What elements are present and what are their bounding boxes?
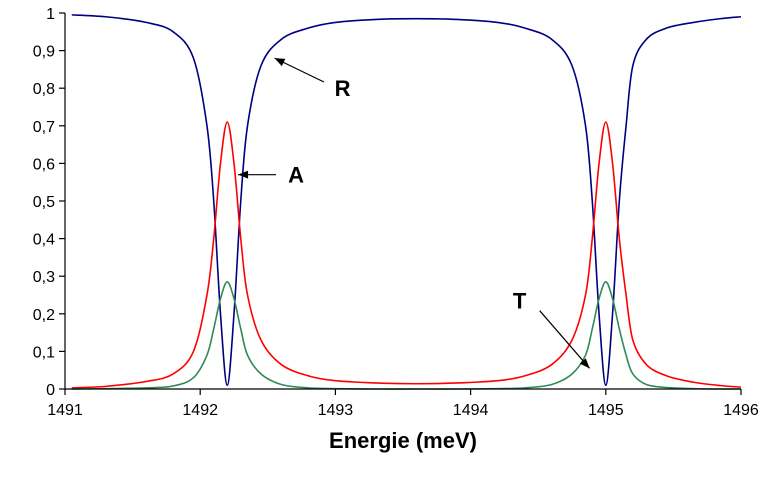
y-tick-label: 0,1 [33,344,55,361]
y-tick-label: 0,7 [33,119,55,136]
annotation-label-a: A [288,163,304,188]
y-tick-label: 0,2 [33,307,55,324]
y-tick-label: 0,4 [33,232,55,249]
y-tick-label: 1 [46,6,55,23]
annotation-arrowhead-t [579,358,590,369]
axes-layer: 0 0,1 0,2 0,3 0,4 0,5 0,6 0,7 0,8 0,9 1 1491 1492 149… [33,6,759,419]
x-tick-label: 1493 [318,402,354,419]
y-tick-label: 0,9 [33,44,55,61]
y-tick-label: 0,8 [33,81,55,98]
series-line-a [71,121,742,389]
x-tick-label: 1495 [588,402,624,419]
y-tick-label: 0,5 [33,194,55,211]
annotation-arrow-t [539,310,591,369]
x-tick-label: 1496 [723,402,759,419]
series-line-t [71,281,742,390]
annotation-arrowhead-r [274,58,286,67]
x-axis-title: Energie (meV) [329,428,477,453]
series-line-r [71,14,742,387]
y-tick-label: 0,6 [33,156,55,173]
curves-layer [71,14,742,390]
x-tick-label: 1491 [47,402,83,419]
annotation-label-t: T [513,288,527,313]
annotations-layer: R A T [238,57,591,369]
y-tick-label: 0 [46,382,55,399]
y-tick-label: 0,3 [33,269,55,286]
x-tick-label: 1492 [182,402,218,419]
annotation-arrowhead-a [238,170,249,179]
annotation-label-r: R [335,76,351,101]
x-tick-label: 1494 [453,402,489,419]
